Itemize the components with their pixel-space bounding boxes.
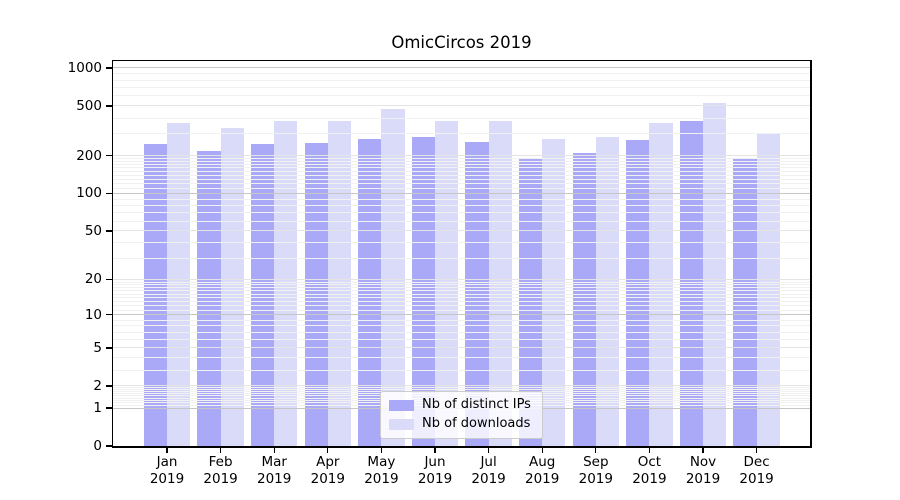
y-tick-mark bbox=[106, 347, 112, 349]
x-tick-label-may: May 2019 bbox=[364, 454, 399, 487]
bar-distinct-ips-jan bbox=[143, 144, 167, 446]
y-tick-label-10: 10 bbox=[84, 306, 102, 323]
y-tick-mark bbox=[106, 105, 112, 107]
x-tick-label-jun: Jun 2019 bbox=[417, 454, 453, 487]
gridline-minor bbox=[113, 79, 810, 81]
y-tick-mark bbox=[106, 278, 112, 281]
bar-distinct-ips-apr bbox=[304, 142, 328, 446]
y-tick-label-20: 20 bbox=[84, 271, 102, 288]
legend-item-downloads: Nb of downloads bbox=[389, 416, 531, 432]
bar-downloads-apr bbox=[327, 121, 352, 446]
gridline-major bbox=[113, 67, 810, 69]
y-tick-mark bbox=[106, 230, 112, 232]
gridline-minor bbox=[113, 95, 810, 97]
x-tick-mark bbox=[219, 447, 222, 453]
bar-downloads-jun bbox=[435, 120, 459, 446]
bar-downloads-oct bbox=[649, 122, 673, 446]
top-spine bbox=[111, 59, 812, 61]
bar-downloads-nov bbox=[703, 102, 727, 446]
y-tick-label-2: 2 bbox=[93, 377, 102, 394]
gridline-minor bbox=[113, 86, 810, 88]
x-tick-label-oct: Oct 2019 bbox=[632, 454, 667, 487]
plot-area bbox=[113, 61, 810, 446]
y-tick-label-1: 1 bbox=[93, 400, 102, 417]
bar-downloads-sep bbox=[595, 137, 620, 446]
bar-downloads-dec bbox=[756, 134, 780, 446]
bar-distinct-ips-jun bbox=[411, 137, 435, 446]
x-tick-mark bbox=[595, 447, 597, 453]
bar-distinct-ips-mar bbox=[250, 143, 275, 446]
x-tick-label-apr: Apr 2019 bbox=[310, 454, 345, 487]
y-axis-spine bbox=[111, 59, 113, 448]
y-tick-mark bbox=[106, 385, 112, 387]
x-tick-mark bbox=[487, 447, 490, 453]
x-tick-label-dec: Dec 2019 bbox=[739, 454, 774, 487]
bar-distinct-ips-nov bbox=[679, 120, 703, 446]
y-tick-mark bbox=[106, 445, 112, 447]
bar-downloads-jan bbox=[167, 123, 191, 446]
x-tick-label-feb: Feb 2019 bbox=[203, 454, 238, 487]
x-tick-mark bbox=[380, 447, 383, 453]
bar-distinct-ips-dec bbox=[733, 158, 757, 446]
bar-distinct-ips-oct bbox=[626, 139, 650, 446]
y-tick-label-0: 0 bbox=[93, 438, 102, 454]
x-tick-mark bbox=[541, 447, 543, 453]
y-tick-label-500: 500 bbox=[76, 97, 102, 114]
y-tick-mark bbox=[106, 192, 112, 195]
x-tick-label-jul: Jul 2019 bbox=[471, 454, 506, 487]
x-tick-label-sep: Sep 2019 bbox=[578, 454, 613, 487]
x-tick-label-mar: Mar 2019 bbox=[257, 454, 292, 487]
legend-label-downloads: Nb of downloads bbox=[422, 416, 531, 431]
gridline-minor bbox=[113, 73, 810, 75]
y-tick-label-200: 200 bbox=[76, 147, 102, 164]
x-tick-mark bbox=[273, 447, 275, 453]
bar-downloads-aug bbox=[542, 139, 566, 446]
y-tick-label-50: 50 bbox=[84, 222, 102, 239]
x-axis-spine bbox=[111, 446, 812, 448]
bar-distinct-ips-feb bbox=[197, 150, 221, 446]
y-tick-mark bbox=[106, 314, 112, 316]
y-tick-mark bbox=[106, 67, 112, 69]
x-tick-mark bbox=[327, 447, 329, 453]
bar-downloads-jul bbox=[488, 120, 512, 446]
bar-distinct-ips-sep bbox=[572, 153, 596, 446]
bar-distinct-ips-may bbox=[358, 139, 382, 446]
chart-title: OmicCircos 2019 bbox=[391, 33, 532, 52]
x-tick-mark bbox=[702, 447, 704, 453]
x-tick-label-aug: Aug 2019 bbox=[525, 454, 560, 487]
right-spine bbox=[810, 59, 812, 448]
legend-item-distinct-ips: Nb of distinct IPs bbox=[389, 397, 531, 413]
x-tick-label-jan: Jan 2019 bbox=[149, 454, 185, 487]
y-tick-label-1000: 1000 bbox=[67, 59, 102, 76]
x-tick-mark bbox=[648, 447, 651, 453]
x-tick-label-nov: Nov 2019 bbox=[685, 454, 721, 487]
y-tick-mark bbox=[106, 155, 112, 157]
x-tick-mark bbox=[755, 447, 758, 453]
x-tick-mark bbox=[434, 447, 436, 453]
y-tick-label-100: 100 bbox=[76, 185, 102, 202]
legend-swatch-downloads bbox=[389, 418, 414, 430]
y-tick-mark bbox=[106, 407, 112, 409]
legend-label-distinct-ips: Nb of distinct IPs bbox=[422, 397, 531, 412]
legend-swatch-distinct-ips bbox=[389, 399, 414, 411]
bar-downloads-feb bbox=[220, 128, 244, 446]
bar-downloads-mar bbox=[274, 120, 298, 446]
x-tick-mark bbox=[166, 447, 168, 453]
y-tick-label-5: 5 bbox=[93, 339, 102, 356]
legend: Nb of distinct IPs Nb of downloads bbox=[380, 391, 543, 439]
